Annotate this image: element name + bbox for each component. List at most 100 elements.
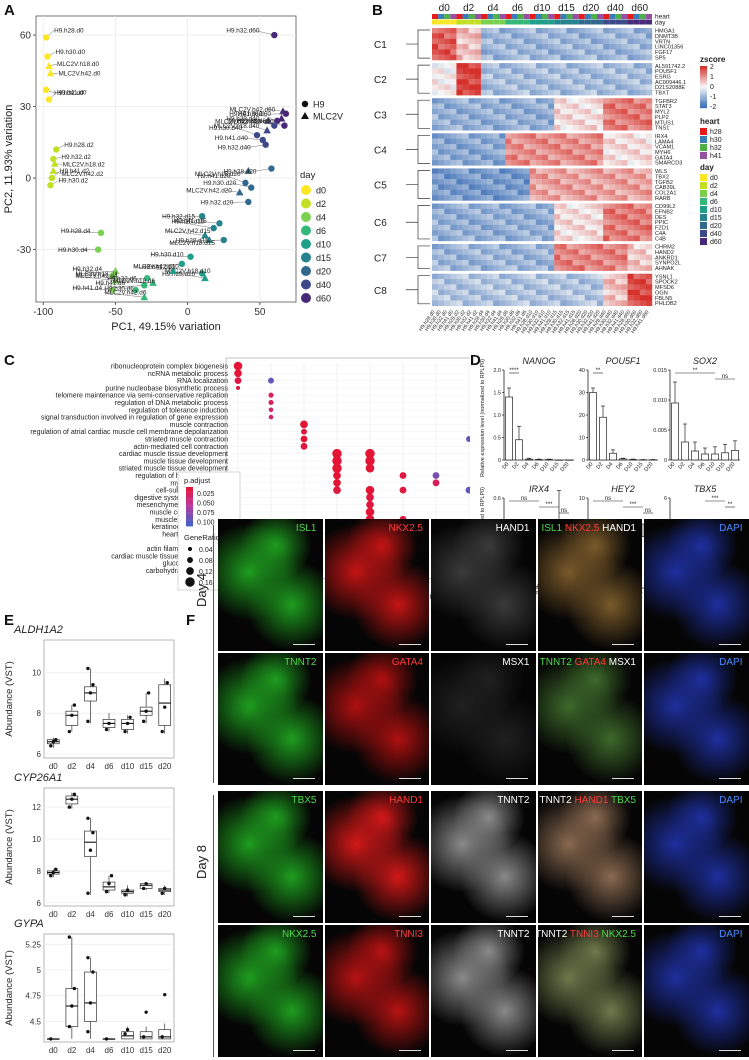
- heatmap-cell: [609, 89, 616, 96]
- zscore-legend-gradient-step: [700, 99, 707, 102]
- heatmap-cell: [572, 114, 579, 120]
- pca-label-leader: [72, 287, 113, 291]
- heatmap-cell: [548, 98, 555, 104]
- heatmap-cell: [474, 133, 482, 139]
- heatmap-cell: [615, 273, 622, 280]
- heatmap-cell: [645, 79, 653, 85]
- heatmap-cell: [603, 273, 610, 280]
- pca-point: [205, 236, 214, 244]
- padj-legend-gradient-step: [186, 522, 193, 524]
- heatmap-cell: [529, 108, 537, 115]
- scale-bar: [292, 644, 315, 645]
- channel-name: NKX2.5: [282, 929, 317, 940]
- heatmap-cell: [468, 79, 475, 85]
- heatmap-cell: [615, 235, 622, 242]
- pca-point-label: MLC2V.h18.d0: [57, 61, 99, 68]
- heatmap-cell: [554, 103, 561, 110]
- heatmap-cell: [615, 54, 622, 61]
- heatmap-cell: [505, 114, 512, 120]
- heatmap-cell: [542, 300, 549, 306]
- qpcr-gene-title: POU5F1: [605, 356, 640, 366]
- heatmap-cell: [566, 203, 573, 210]
- heatmap-cell: [627, 144, 634, 150]
- heatmap-cell: [456, 230, 463, 236]
- heatmap-gene-label: COL2A1: [655, 190, 676, 196]
- heatmap-cell: [615, 33, 622, 39]
- pca-x-tick-label: -100: [33, 307, 53, 318]
- heatmap-day-track-cell: [609, 19, 616, 25]
- boxplot-frame: [43, 933, 175, 1043]
- heatmap-cell: [450, 184, 457, 190]
- heatmap-cell: [548, 63, 555, 69]
- pca-point-label: H9.h28.d60: [236, 118, 269, 125]
- padj-legend-gradient-step: [186, 487, 193, 489]
- heatmap-cell: [511, 114, 518, 120]
- heatmap-cell: [603, 84, 610, 91]
- heatmap-cell: [450, 168, 457, 174]
- heatmap-cell: [468, 28, 475, 34]
- heatmap-cell: [535, 89, 543, 96]
- heatmap-day-track-cell: [438, 19, 445, 25]
- pca-point: [50, 159, 59, 167]
- heatmap-cell: [444, 284, 451, 290]
- heatmap-cell: [432, 260, 439, 266]
- heatmap-cell: [554, 154, 561, 161]
- heatmap-cell: [548, 160, 555, 166]
- qpcr-bar: [525, 458, 533, 461]
- heatmap-cell: [462, 284, 469, 290]
- heatmap-cell: [480, 265, 488, 271]
- heatmap-cell: [584, 154, 592, 161]
- heatmap-cell: [523, 138, 530, 145]
- heatmap-cell: [566, 63, 573, 69]
- heatmap-cell: [627, 133, 634, 139]
- heatmap-cell: [523, 184, 530, 190]
- heatmap-gene-label: PPIC: [655, 220, 668, 226]
- heatmap-cell: [511, 49, 518, 55]
- heatmap-cell: [645, 179, 653, 185]
- pca-point-label: MLC2V.h18.d40: [214, 123, 260, 130]
- micrograph-tile: TNNT2: [218, 653, 323, 785]
- heatmap-cell: [603, 235, 610, 242]
- heatmap-cell: [480, 108, 488, 115]
- heatmap-cell: [450, 173, 457, 180]
- heatmap-cell: [560, 84, 567, 91]
- heatmap-cell: [468, 295, 475, 301]
- heatmap-gene-label: DNMT3B: [655, 34, 678, 40]
- heatmap-cell: [432, 279, 439, 285]
- heatmap-cell: [554, 173, 561, 180]
- heatmap-cell: [597, 168, 604, 174]
- heatmap-cell: [432, 195, 439, 201]
- heatmap-cell: [505, 184, 512, 190]
- micrograph-tile: HAND1: [431, 519, 536, 651]
- pca-day-legend-label: d40: [316, 280, 331, 290]
- heatmap-cell: [639, 168, 647, 174]
- heatmap-cell: [499, 133, 506, 139]
- heatmap-cell: [627, 295, 634, 301]
- heatmap-cell: [535, 224, 543, 231]
- heatmap-cell: [566, 49, 573, 55]
- scale-bar: [505, 778, 528, 779]
- heatmap-cell: [517, 98, 524, 104]
- heatmap-cell: [578, 68, 585, 74]
- heatmap-cell: [493, 173, 500, 180]
- heatmap-cell: [432, 84, 439, 91]
- heatmap-cell: [572, 235, 579, 242]
- heatmap-cell: [456, 168, 463, 174]
- heatmap-cell: [493, 249, 500, 255]
- pca-point-label: H9.h41.d2: [60, 168, 90, 175]
- generatio-legend-dot: [186, 567, 194, 575]
- heatmap-cell: [505, 284, 512, 290]
- channel-name: TNNT2: [497, 929, 530, 940]
- heatmap-cell: [480, 208, 488, 215]
- heatmap-cell: [560, 54, 567, 61]
- heatmap-cell: [505, 103, 512, 110]
- heatmap-cell: [535, 114, 543, 120]
- heatmap-cell: [566, 224, 573, 231]
- pca-point-label: MLC2V.h42.d60: [230, 106, 276, 113]
- heatmap-cell: [615, 114, 622, 120]
- heatmap-cell: [450, 208, 457, 215]
- heatmap-cell: [597, 284, 604, 290]
- heatmap-cell: [462, 214, 469, 220]
- pca-point: [201, 231, 209, 239]
- heatmap-cell: [633, 133, 640, 139]
